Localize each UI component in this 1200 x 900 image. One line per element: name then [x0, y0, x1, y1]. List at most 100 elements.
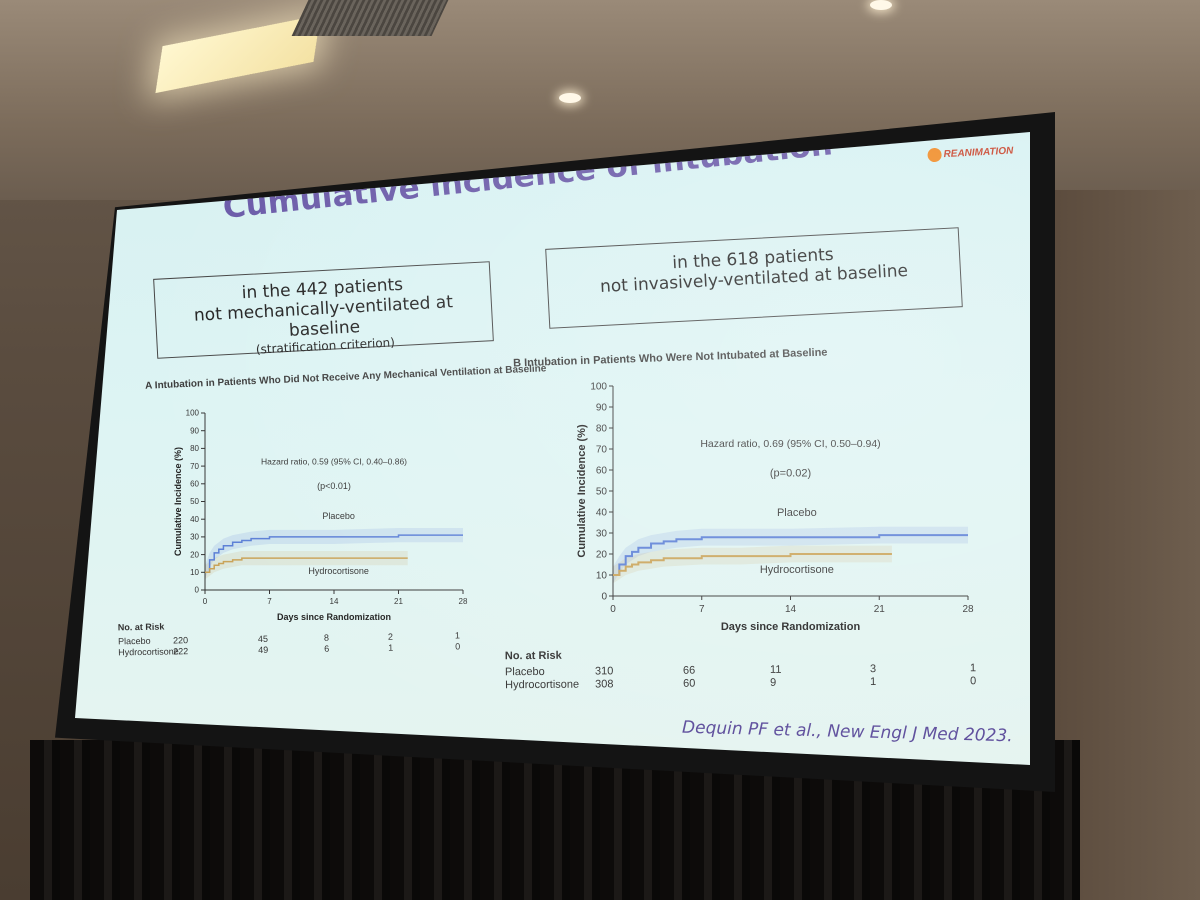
p-value-annotation: (p=0.02)	[770, 467, 811, 479]
panel-a-title: A Intubation in Patients Who Did Not Rec…	[144, 363, 547, 392]
ceiling-vent	[291, 0, 449, 36]
risk-cell: 49	[258, 644, 269, 655]
y-tick-label: 40	[190, 515, 199, 524]
y-tick-label: 30	[190, 533, 199, 542]
confidence-band	[205, 551, 408, 580]
box-note: (stratification criterion)	[255, 335, 396, 357]
confidence-band	[613, 526, 968, 584]
series-label-placebo: Placebo	[777, 507, 817, 519]
population-box-right: in the 618 patients not invasively-venti…	[545, 227, 963, 329]
risk-cell: 1	[969, 662, 977, 675]
y-tick-label: 40	[596, 507, 608, 518]
x-axis-label: Days since Randomization	[277, 612, 391, 622]
y-tick-label: 20	[190, 550, 199, 559]
series-label-hydrocortisone: Hydrocortisone	[308, 566, 369, 576]
series-line-placebo	[613, 534, 968, 576]
risk-cell: 8	[323, 632, 330, 643]
y-axis-label: Cumulative Incidence (%)	[173, 447, 183, 556]
x-tick-label: 28	[459, 597, 468, 606]
x-axis-label: Days since Randomization	[721, 621, 861, 633]
ceiling-downlight	[870, 0, 892, 10]
risk-cell: 1	[454, 630, 461, 641]
risk-table-panel-a: No. at Risk Placebo 220 45 8 2 1 Hydrocortisone…	[117, 621, 461, 659]
risk-cell: 9	[770, 676, 777, 689]
risk-cell: 1	[870, 676, 877, 689]
series-line-hydrocortisone	[613, 553, 892, 576]
risk-cell: 6	[324, 643, 330, 654]
y-tick-label: 100	[186, 409, 200, 418]
y-tick-label: 90	[596, 402, 608, 413]
risk-row-label: Placebo	[117, 635, 151, 647]
confidence-band	[613, 545, 892, 584]
risk-cell: 66	[682, 664, 696, 677]
box-line: in the 442 patients	[241, 274, 404, 304]
risk-table-row: Placebo 310 66 11 3 1	[504, 662, 976, 679]
risk-table-row: Placebo 220 45 8 2 1	[117, 630, 460, 648]
y-tick-label: 20	[596, 549, 608, 560]
box-line: not mechanically-ventilated at baseline	[193, 292, 454, 341]
x-tick-label: 14	[330, 597, 339, 606]
risk-cell: 2	[387, 631, 394, 642]
y-tick-label: 10	[190, 568, 199, 577]
hazard-ratio-annotation: Hazard ratio, 0.59 (95% CI, 0.40–0.86)	[261, 456, 407, 466]
box-line: not invasively-ventilated at baseline	[599, 260, 909, 298]
series-label-hydrocortisone: Hydrocortisone	[760, 564, 834, 576]
y-tick-label: 80	[596, 423, 608, 434]
risk-table-title: No. at Risk	[117, 621, 165, 633]
conference-logo: REANIMATION	[927, 144, 1019, 181]
y-tick-label: 60	[596, 465, 608, 476]
y-tick-label: 0	[601, 591, 607, 602]
risk-cell: 1	[388, 642, 394, 653]
x-tick-label: 0	[203, 597, 208, 606]
km-chart-panel-b: 0 10 20 30 40 50 60 70 80 90 100 0 7 14 21 28 Placebo Hyd…	[576, 381, 974, 633]
y-tick-label: 50	[190, 497, 199, 506]
population-box-left: in the 442 patients not mechanically-ven…	[153, 261, 494, 359]
risk-cell: 0	[455, 641, 461, 652]
p-value-annotation: (p<0.01)	[317, 481, 351, 491]
km-chart-panel-a: 0 10 20 30 40 50 60 70 80 90 100 0 7 14 21 28 Placebo Hyd…	[173, 409, 468, 622]
risk-row-label: Hydrocortisone	[118, 646, 179, 658]
y-tick-label: 80	[190, 444, 199, 453]
panel-b-title: B Intubation in Patients Who Were Not In…	[512, 346, 828, 370]
y-tick-label: 50	[596, 486, 608, 497]
risk-table-row: Hydrocortisone 308 60 9 1 0	[505, 675, 976, 692]
x-tick-label: 0	[610, 604, 616, 615]
y-tick-label: 100	[590, 381, 607, 392]
risk-cell: 308	[595, 678, 614, 691]
risk-cell: 310	[594, 665, 614, 678]
risk-table-row: Hydrocortisone 222 49 6 1 0	[118, 641, 460, 659]
series-line-placebo	[205, 534, 463, 574]
confidence-band	[205, 528, 463, 580]
risk-row-label: Placebo	[504, 665, 545, 679]
x-tick-label: 28	[962, 604, 974, 615]
ceiling-downlight	[559, 93, 581, 103]
y-tick-label: 60	[190, 479, 199, 488]
y-tick-label: 30	[596, 528, 608, 539]
risk-table-title: No. at Risk	[504, 649, 562, 663]
hazard-ratio-annotation: Hazard ratio, 0.69 (95% CI, 0.50–0.94)	[700, 438, 880, 450]
x-tick-label: 21	[394, 597, 403, 606]
risk-table-panel-b: No. at Risk Placebo 310 66 11 3 1 Hydrocortison…	[504, 649, 976, 692]
series-label-placebo: Placebo	[322, 511, 355, 521]
logo-icon	[927, 147, 942, 163]
x-tick-label: 21	[874, 604, 886, 615]
y-tick-label: 70	[596, 444, 608, 455]
risk-cell: 3	[869, 663, 877, 676]
series-line-hydrocortisone	[205, 557, 408, 574]
y-tick-label: 90	[190, 426, 199, 435]
box-line: in the 618 patients	[671, 244, 835, 274]
logo-text: REANIMATION	[943, 145, 1014, 161]
risk-row-label: Hydrocortisone	[505, 678, 580, 692]
y-tick-label: 70	[190, 462, 199, 471]
y-tick-label: 10	[596, 570, 608, 581]
risk-cell: 60	[683, 677, 696, 690]
risk-cell: 45	[257, 633, 269, 644]
y-tick-label: 0	[195, 586, 200, 595]
y-axis-label: Cumulative Incidence (%)	[576, 424, 588, 558]
x-tick-label: 14	[785, 604, 797, 615]
x-tick-label: 7	[699, 604, 705, 615]
x-tick-label: 7	[267, 597, 272, 606]
citation: Dequin PF et al., New Engl J Med 2023.	[681, 717, 1013, 747]
risk-cell: 0	[970, 675, 977, 688]
